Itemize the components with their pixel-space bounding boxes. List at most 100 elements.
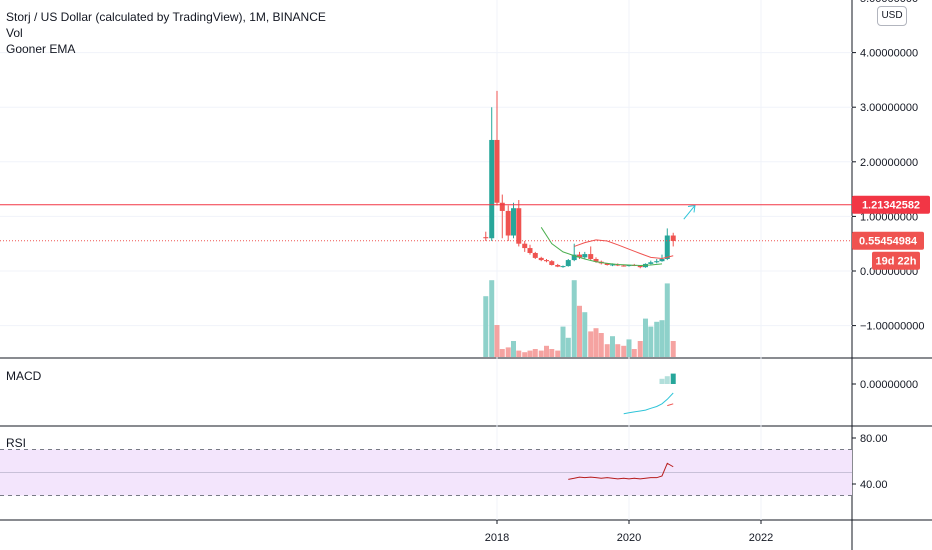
candle xyxy=(659,258,665,262)
volume-bar xyxy=(659,320,665,357)
resistance-price-tag: 1.21342582 xyxy=(862,200,920,212)
volume-bar xyxy=(593,328,599,357)
volume-bar xyxy=(621,345,627,357)
grid xyxy=(0,0,852,520)
volume-bar xyxy=(560,326,566,357)
candle xyxy=(555,264,561,267)
candle xyxy=(670,235,676,241)
macd-signal-line xyxy=(667,403,674,407)
candle xyxy=(538,257,544,261)
last-price-tag-bg xyxy=(852,231,924,250)
volume-bar xyxy=(670,341,676,357)
macd-label[interactable]: MACD xyxy=(6,369,42,383)
candle xyxy=(527,248,533,253)
volume-bar xyxy=(604,344,610,357)
candle xyxy=(664,235,670,259)
volume-bar xyxy=(643,318,648,357)
price-lines xyxy=(0,204,852,242)
volume-bar xyxy=(598,333,604,357)
volume-bar xyxy=(582,312,588,357)
candle xyxy=(637,265,643,268)
candle xyxy=(494,139,500,203)
volume-bar xyxy=(571,280,577,357)
ema-lines xyxy=(540,227,674,267)
volume-bar xyxy=(664,283,670,357)
ema-red-line xyxy=(574,239,674,259)
macd-histogram-bar xyxy=(659,378,665,384)
volume-bar xyxy=(631,349,637,357)
candle xyxy=(648,262,654,264)
volume-bar xyxy=(511,341,516,357)
candle xyxy=(588,254,594,259)
candle xyxy=(511,208,516,236)
symbol-title[interactable]: Storj / US Dollar (calculated by Trading… xyxy=(6,10,326,24)
candle xyxy=(560,266,566,268)
projection-arrow-head xyxy=(687,204,696,213)
price-tick-label: −1.00000000 xyxy=(860,321,925,333)
last-price-tag: 0.55454984 xyxy=(859,236,918,248)
candle xyxy=(626,264,632,267)
volume-bar xyxy=(549,349,555,357)
candle xyxy=(654,261,660,263)
candle xyxy=(483,237,489,239)
candle xyxy=(577,254,582,258)
price-tick-label: 3.00000000 xyxy=(860,102,918,114)
volume-bar xyxy=(544,345,549,357)
candle xyxy=(499,202,505,211)
candle xyxy=(489,139,495,239)
volume-bar xyxy=(532,349,538,357)
macd-histogram-bar xyxy=(664,376,670,384)
price-tick-label: 2.00000000 xyxy=(860,157,918,169)
volume-bar xyxy=(505,347,511,357)
candle xyxy=(549,261,555,265)
candle xyxy=(516,208,522,244)
volume-bar xyxy=(538,350,544,357)
rsi-tick-label: 80.00 xyxy=(860,433,888,445)
candle xyxy=(522,243,528,249)
candle xyxy=(571,254,577,261)
candle xyxy=(532,252,538,258)
macd-series xyxy=(623,373,676,415)
currency-button[interactable]: USD xyxy=(877,6,907,26)
volume-bar xyxy=(489,280,495,357)
candles[interactable] xyxy=(483,90,676,269)
price-tick-label: 1.00000000 xyxy=(860,211,918,223)
volume-bar xyxy=(516,350,522,357)
ema-green-line xyxy=(540,227,663,267)
volume-bar xyxy=(522,352,528,357)
price-tick-label: 5.00000000 xyxy=(860,0,918,5)
volume-bar xyxy=(588,331,594,357)
candle xyxy=(593,258,599,262)
price-tick-label: 4.00000000 xyxy=(860,48,918,60)
projection-arrow-line xyxy=(683,205,696,220)
rsi-line xyxy=(568,462,674,480)
candle xyxy=(610,264,615,266)
macd-line xyxy=(623,392,674,415)
rsi-tick-label: 40.00 xyxy=(860,479,888,491)
volume-indicator-label[interactable]: Vol xyxy=(6,26,23,40)
time-tick-label: 2022 xyxy=(749,532,773,544)
volume-bars xyxy=(483,280,676,357)
ema-indicator-label[interactable]: Gooner EMA xyxy=(6,42,76,56)
axes: 5.00000000 4.00000000 3.00000000 2.00000000… xyxy=(485,0,925,544)
resistance-price-tag-bg xyxy=(852,195,930,214)
volume-bar xyxy=(565,337,571,357)
candle xyxy=(582,254,588,258)
time-tick-label: 2020 xyxy=(617,532,641,544)
rsi-label[interactable]: RSI xyxy=(6,436,27,450)
volume-bar xyxy=(577,305,582,357)
volume-bar xyxy=(494,325,500,357)
rsi-series xyxy=(568,462,674,480)
candle xyxy=(544,260,549,262)
volume-bar xyxy=(555,350,561,357)
candle xyxy=(505,210,511,236)
volume-bar xyxy=(648,326,654,357)
time-tick-label: 2018 xyxy=(485,532,509,544)
countdown-tag-bg xyxy=(872,251,920,270)
volume-bar xyxy=(499,349,505,357)
volume-bar xyxy=(654,321,660,357)
macd-tick-label: 0.00000000 xyxy=(860,379,918,391)
volume-bar xyxy=(615,344,621,357)
chart-legend: Storj / US Dollar (calculated by Trading… xyxy=(6,9,326,57)
